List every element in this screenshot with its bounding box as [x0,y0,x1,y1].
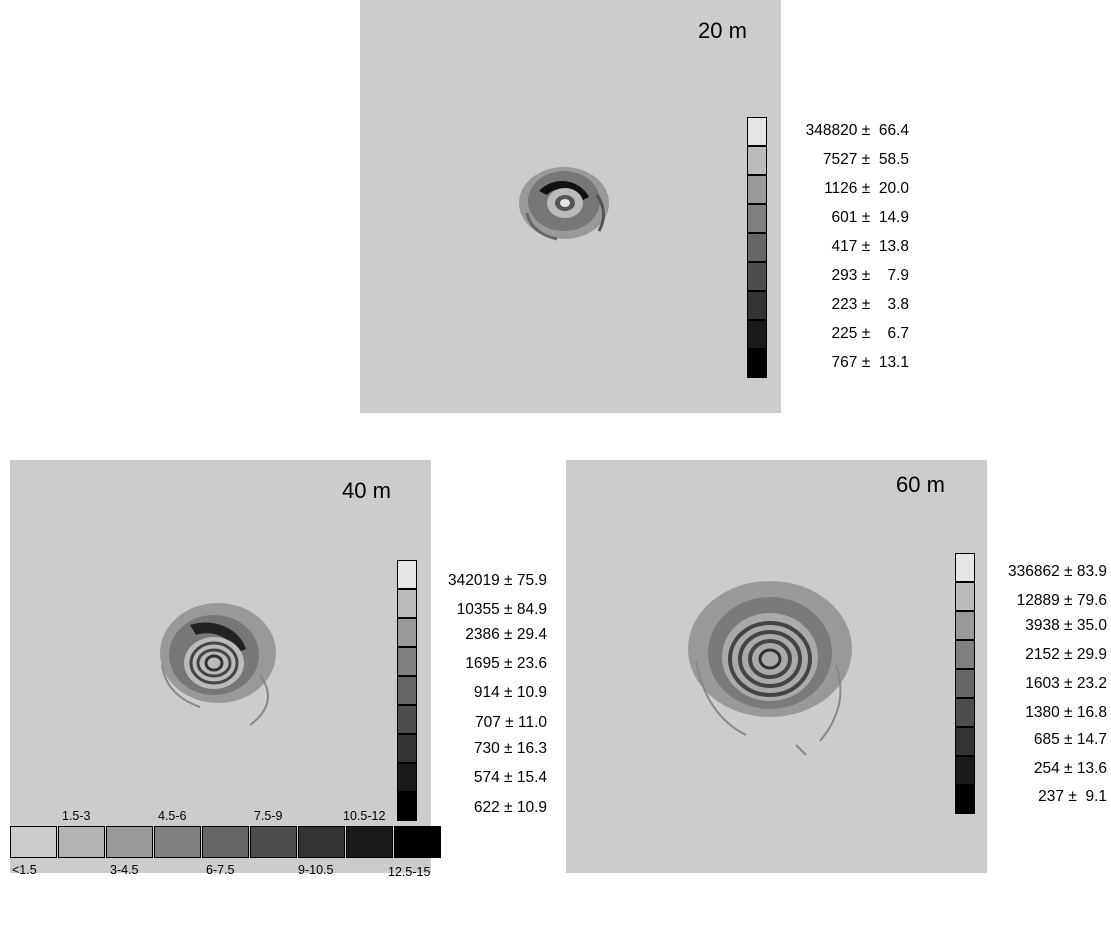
legend-label: 336862 ± 83.9 [1007,563,1107,580]
legend-swatch [955,669,975,698]
legend-swatch [397,589,417,618]
legend-label: 237 ± 9.1 [1038,788,1107,805]
legend-swatch [397,618,417,647]
legend-swatch [955,582,975,611]
panel-title: 20 m [698,18,747,43]
class-legend-box [394,826,441,858]
legend-label: 348820 ± 66.4 [805,122,909,139]
legend-swatch [397,560,417,589]
legend-swatch [955,756,975,785]
legend-label: 225 ± 6.7 [831,325,909,342]
legend-label: 2386 ± 29.4 [465,626,547,643]
legend-swatch [747,349,767,378]
class-legend-label: 1.5-3 [62,809,91,823]
legend-swatch [397,647,417,676]
legend-label: 622 ± 10.9 [473,799,547,816]
legend-swatch [955,611,975,640]
legend-swatch [747,320,767,349]
class-legend-box [58,826,105,858]
panel-60m: 60 m [566,460,987,873]
legend-swatch [397,676,417,705]
legend-label: 7527 ± 58.5 [822,151,909,168]
legend-label: 1126 ± 20.0 [824,180,909,197]
legend-label: 601 ± 14.9 [831,209,909,226]
panel-title: 40 m [342,478,391,503]
legend-swatch [747,291,767,320]
class-legend-label: 4.5-6 [158,809,187,823]
legend-label: 1603 ± 23.2 [1025,675,1107,692]
legend-label: 707 ± 11.0 [475,714,547,731]
legend-label: 12889 ± 79.6 [1016,592,1107,609]
class-legend-box [250,826,297,858]
class-legend-label: 6-7.5 [206,863,235,877]
class-legend-label: <1.5 [12,863,37,877]
legend-label: 342019 ± 75.9 [447,572,547,589]
class-legend-label: 9-10.5 [298,863,334,877]
class-legend-box [154,826,201,858]
legend-label: 1695 ± 23.6 [465,655,547,672]
legend-label: 254 ± 13.6 [1033,760,1107,777]
plume-60m [688,581,852,756]
legend-label: 574 ± 15.4 [473,769,547,786]
legend-label: 417 ± 13.8 [831,238,909,255]
legend-label: 293 ± 7.9 [831,267,909,284]
class-legend: 1.5-3 4.5-6 7.5-9 10.5-12 <1.5 3-4.5 6-7… [10,808,450,950]
panel-20m: 20 m [360,0,781,413]
plume-40m [160,603,276,726]
class-legend-label: 3-4.5 [110,863,139,877]
legend-label: 10355 ± 84.9 [456,601,547,618]
legend-label: 685 ± 14.7 [1033,731,1107,748]
legend-label: 730 ± 16.3 [473,740,547,757]
class-legend-label: 7.5-9 [254,809,283,823]
legend-swatch [747,146,767,175]
legend-swatch [955,640,975,669]
legend-swatch [955,727,975,756]
legend-swatch [747,175,767,204]
legend-swatch [955,698,975,727]
legend-swatch [955,553,975,582]
legend-label: 1380 ± 16.8 [1025,704,1107,721]
class-legend-box [10,826,57,858]
legend-swatch [397,734,417,763]
legend-label: 2152 ± 29.9 [1025,646,1107,663]
class-legend-box [106,826,153,858]
legend-swatch [955,785,975,814]
legend-swatch [397,705,417,734]
class-legend-box [202,826,249,858]
class-legend-box [346,826,393,858]
legend-swatch [397,763,417,792]
legend-swatch [397,792,417,821]
legend-label: 223 ± 3.8 [831,296,909,313]
legend-label: 914 ± 10.9 [473,684,547,701]
legend-swatch [747,117,767,146]
legend-swatch [747,233,767,262]
class-legend-label: 12.5-15 [388,865,431,879]
class-legend-label: 10.5-12 [343,809,386,823]
legend-swatch [747,204,767,233]
legend-label: 767 ± 13.1 [831,354,909,371]
plume-20m [519,167,609,241]
legend-swatch [747,262,767,291]
class-legend-box [298,826,345,858]
panel-40m: 40 m [10,460,431,873]
legend-label: 3938 ± 35.0 [1025,617,1107,634]
panel-title: 60 m [896,472,945,497]
